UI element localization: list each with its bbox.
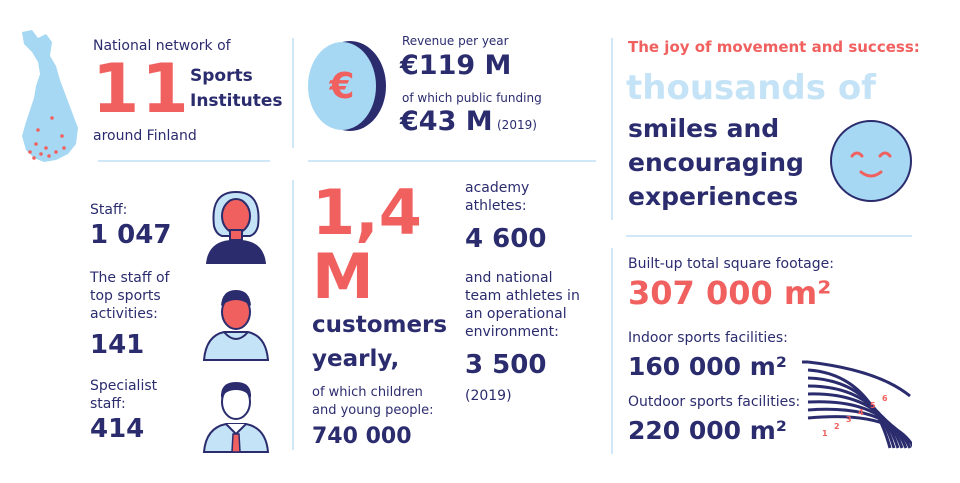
customers-label-2: yearly, — [312, 346, 400, 372]
divider — [98, 160, 270, 162]
institutes-label-1: Sports — [190, 66, 253, 86]
joy-highlight: thousands of — [626, 68, 876, 108]
divider — [626, 235, 912, 237]
academy-label-1: academy — [465, 180, 530, 196]
track-lane-line — [807, 392, 904, 449]
man-tie-avatar-icon — [202, 382, 270, 453]
children-value: 740 000 — [312, 424, 412, 449]
staff-label: Staff: — [90, 202, 128, 218]
academy-label-2: athletes: — [465, 198, 527, 214]
specialist-label-2: staff: — [90, 396, 126, 412]
track-lane-number: 4 — [858, 408, 864, 417]
joy-heading: The joy of movement and success: — [628, 38, 920, 56]
euro-coin-icon: € — [308, 41, 386, 131]
revenue-year: (2019) — [497, 118, 537, 132]
euro-symbol: € — [328, 66, 354, 107]
total-label: Built-up total square footage: — [628, 256, 834, 272]
track-lane-line — [807, 407, 912, 449]
man-hoodie-avatar-icon — [202, 290, 270, 361]
customers-number-2: M — [312, 240, 374, 313]
track-lane-number: 1 — [822, 429, 828, 438]
revenue-label: Revenue per year — [402, 34, 509, 48]
indoor-value: 160 000 m² — [628, 352, 787, 381]
academy-value: 4 600 — [465, 224, 547, 254]
divider — [308, 160, 596, 162]
total-value: 307 000 m² — [628, 274, 832, 312]
track-lane-line — [807, 384, 900, 449]
indoor-label: Indoor sports facilities: — [628, 330, 788, 346]
outdoor-label: Outdoor sports facilities: — [628, 394, 801, 410]
national-label-1: and national — [465, 270, 553, 286]
specialist-label-1: Specialist — [90, 378, 158, 394]
institutes-label-2: Institutes — [190, 91, 283, 111]
outdoor-value: 220 000 m² — [628, 416, 787, 445]
track-lane-line — [807, 376, 896, 449]
revenue-amount: €119 M — [400, 50, 512, 81]
children-label-2: and young people: — [312, 403, 434, 418]
institutes-intro: National network of — [93, 38, 231, 54]
top-staff-label-2: top sports — [90, 288, 161, 304]
finland-map-icon — [22, 30, 78, 162]
divider — [292, 180, 294, 450]
national-label-2: team athletes in — [465, 288, 580, 304]
track-lane-number: 5 — [870, 401, 876, 410]
national-label-4: environment: — [465, 324, 559, 340]
institutes-outro: around Finland — [93, 128, 197, 144]
track-lane-line — [807, 368, 892, 449]
smiley-face-icon — [830, 120, 912, 202]
specialist-value: 414 — [90, 414, 145, 444]
joy-line-3: experiences — [628, 182, 799, 211]
top-staff-value: 141 — [90, 330, 145, 360]
top-staff-label-3: activities: — [90, 306, 158, 322]
institutes-number: 11 — [92, 50, 191, 129]
customers-label-1: customers — [312, 312, 448, 338]
national-value: 3 500 — [465, 350, 547, 380]
athletes-year: (2019) — [465, 388, 512, 404]
track-lane-line — [807, 415, 912, 448]
funding-amount: €43 M — [400, 106, 493, 137]
funding-label: of which public funding — [402, 91, 542, 105]
national-label-3: an operational — [465, 306, 567, 322]
top-staff-label-1: The staff of — [90, 270, 170, 286]
divider — [611, 248, 613, 454]
customers-number-1: 1,4 — [312, 176, 422, 249]
divider — [611, 38, 613, 220]
track-lane-number: 2 — [834, 422, 840, 431]
joy-line-1: smiles and — [628, 114, 780, 143]
track-lane-number: 3 — [846, 415, 852, 424]
track-lane-number: 6 — [882, 394, 888, 403]
staff-value: 1 047 — [90, 220, 172, 250]
woman-avatar-icon — [206, 190, 266, 264]
joy-line-2: encouraging — [628, 148, 804, 177]
divider — [292, 38, 294, 148]
children-label-1: of which children — [312, 385, 423, 400]
track-lane-line — [807, 400, 908, 449]
